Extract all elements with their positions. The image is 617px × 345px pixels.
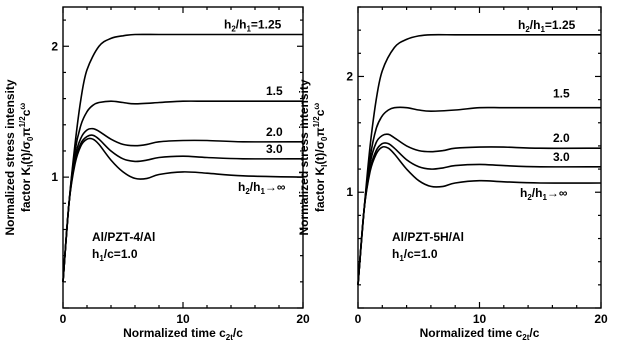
series-label-right-3: 3.0: [553, 150, 570, 164]
y-axis-title-line1-right: Normalized stress intensity: [297, 79, 311, 235]
y-tick-label-left: 2: [51, 39, 58, 53]
x-tick-label-right: 20: [594, 312, 608, 326]
y-tick-label-right: 1: [346, 185, 353, 199]
chart-panel-left: 0 10 20 1 2 h2​/h1​=1.25 1.5 2.0 3.0 h2​/h1​→∞ Al/…: [3, 6, 310, 342]
series-line-right-3: [357, 142, 602, 285]
series-label-left-3: 3.0: [266, 142, 283, 156]
series-line-left-3: [62, 134, 304, 282]
material-label-left: Al/PZT-4/Al: [92, 230, 155, 244]
series-line-right-4: [357, 145, 602, 285]
x-tick-label-left: 0: [60, 312, 67, 326]
x-tick-label-left: 20: [296, 312, 310, 326]
series-line-right-1: [357, 106, 601, 285]
ratio-label-left: h1​/c=1.0: [92, 247, 138, 263]
series-label-right-4: h2​/h1​→∞: [520, 186, 567, 202]
x-axis-title-left: Normalized time c2t​/c: [123, 326, 243, 342]
series-label-right-2: 2.0: [553, 131, 570, 145]
series-line-left-4: [62, 137, 304, 282]
series-line-right-2: [357, 133, 602, 285]
y-axis-title-line2-left: factor KI​(t)/σ0​π1/2​cω​: [18, 103, 35, 213]
series-line-left-1: [62, 100, 303, 282]
x-tick-label-right: 0: [355, 312, 362, 326]
series-line-right-0: [357, 33, 601, 285]
series-label-right-0: h2​/h1​=1.25: [518, 18, 576, 34]
series-line-left-0: [62, 33, 303, 282]
y-tick-label-left: 1: [51, 170, 58, 184]
series-label-left-0: h2​/h1​=1.25: [224, 17, 282, 33]
series-label-left-2: 2.0: [266, 125, 283, 139]
y-axis-title-line2-right: factor KI​(t)/σ0​π1/2​cω​: [312, 103, 329, 213]
ratio-label-right: h1​/c=1.0: [392, 247, 438, 263]
y-tick-label-right: 2: [346, 69, 353, 83]
y-axis-title-line1-left: Normalized stress intensity: [3, 79, 17, 235]
x-axis-title-right: Normalized time c2t​/c: [420, 326, 540, 342]
x-tick-label-left: 10: [176, 312, 190, 326]
material-label-right: Al/PZT-5H/Al: [392, 230, 464, 244]
series-label-left-4: h2​/h1​→∞: [238, 180, 285, 196]
series-label-left-1: 1.5: [266, 84, 283, 98]
chart-panel-right: 0 10 20 1 2 h2​/h1​=1.25 1.5 2.0 3.0 h2​/h1​→∞ Al/…: [297, 6, 608, 342]
x-tick-label-right: 10: [473, 312, 487, 326]
series-line-left-2: [62, 127, 304, 282]
series-label-right-1: 1.5: [553, 87, 570, 101]
